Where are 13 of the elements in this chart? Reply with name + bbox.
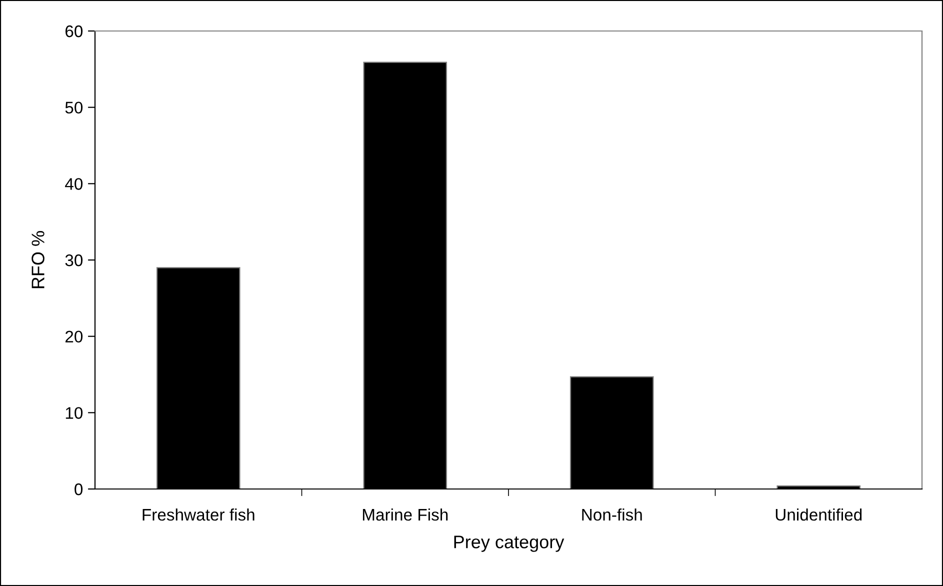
y-tick-label: 10 (66, 407, 83, 419)
y-tick-label: 20 (65, 330, 83, 343)
y-tick-label: 30 (65, 254, 83, 266)
x-tick-label: Non-fish (582, 508, 642, 521)
y-axis-title: RFO % (32, 231, 44, 288)
x-tick-label: Marine Fish (362, 508, 448, 521)
y-tick-label: 60 (66, 25, 83, 38)
x-tick-label: Freshwater fish (142, 508, 254, 521)
y-tick-label: 50 (65, 102, 83, 114)
y-tick-label: 40 (65, 178, 83, 190)
x-axis-title: Prey category (454, 536, 564, 552)
y-tick-label: 0 (74, 483, 83, 496)
x-tick-label: Unidentified (776, 508, 862, 521)
